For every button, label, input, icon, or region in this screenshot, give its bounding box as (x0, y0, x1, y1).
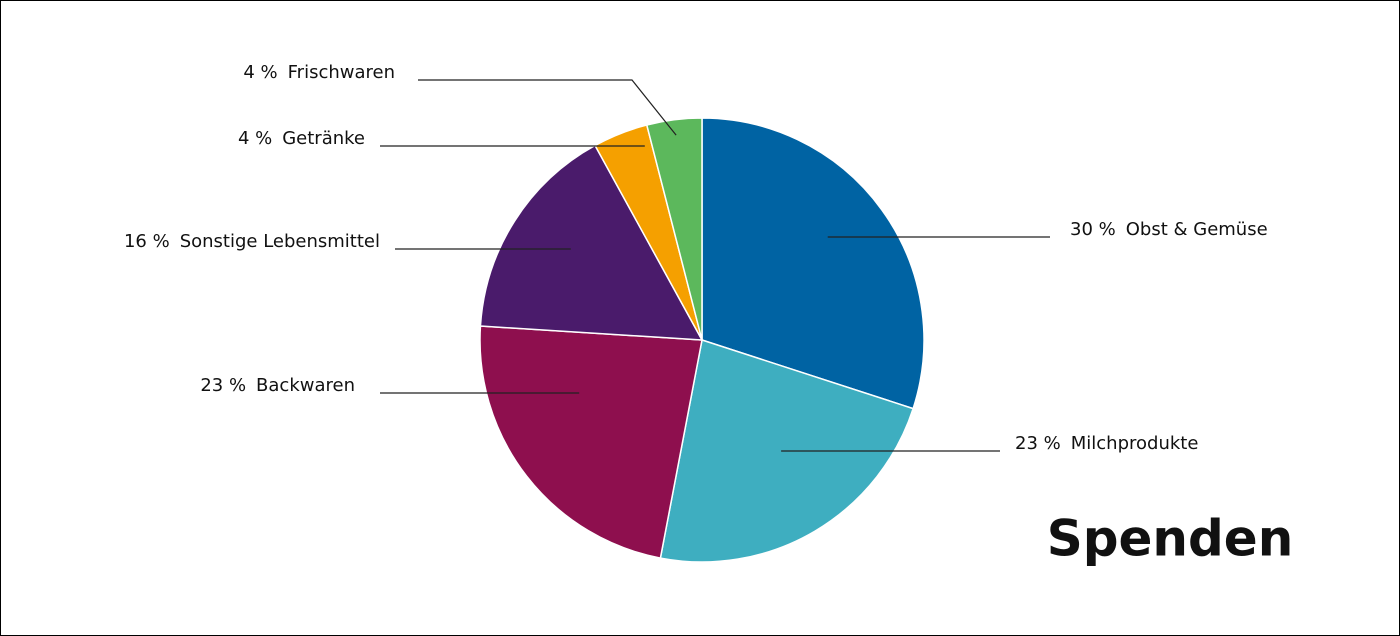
data-label: 23 % Milchprodukte (1015, 433, 1198, 454)
category-label: Sonstige Lebensmittel (180, 231, 380, 252)
value-label: 30 % (1070, 219, 1116, 240)
data-label: 30 % Obst & Gemüse (1070, 219, 1268, 240)
data-label: 16 % Sonstige Lebensmittel (124, 231, 380, 252)
category-label: Obst & Gemüse (1126, 219, 1268, 240)
pie-slice (645, 117, 703, 341)
category-label: Frischwaren (288, 62, 395, 83)
chart-title: Spenden (1047, 510, 1294, 568)
value-label: 4 % (243, 62, 277, 83)
data-label: 4 % Frischwaren (243, 62, 395, 83)
leader-line (418, 79, 677, 136)
data-label: 4 % Getränke (238, 128, 365, 149)
value-label: 23 % (200, 375, 246, 396)
pie-slice (701, 117, 925, 410)
pie-slice (479, 325, 703, 559)
category-label: Getränke (282, 128, 365, 149)
value-label: 16 % (124, 231, 170, 252)
data-label: 23 % Backwaren (200, 375, 355, 396)
category-label: Backwaren (256, 375, 355, 396)
value-label: 4 % (238, 128, 272, 149)
pie-slice (479, 144, 704, 341)
category-label: Milchprodukte (1071, 433, 1199, 454)
value-label: 23 % (1015, 433, 1061, 454)
